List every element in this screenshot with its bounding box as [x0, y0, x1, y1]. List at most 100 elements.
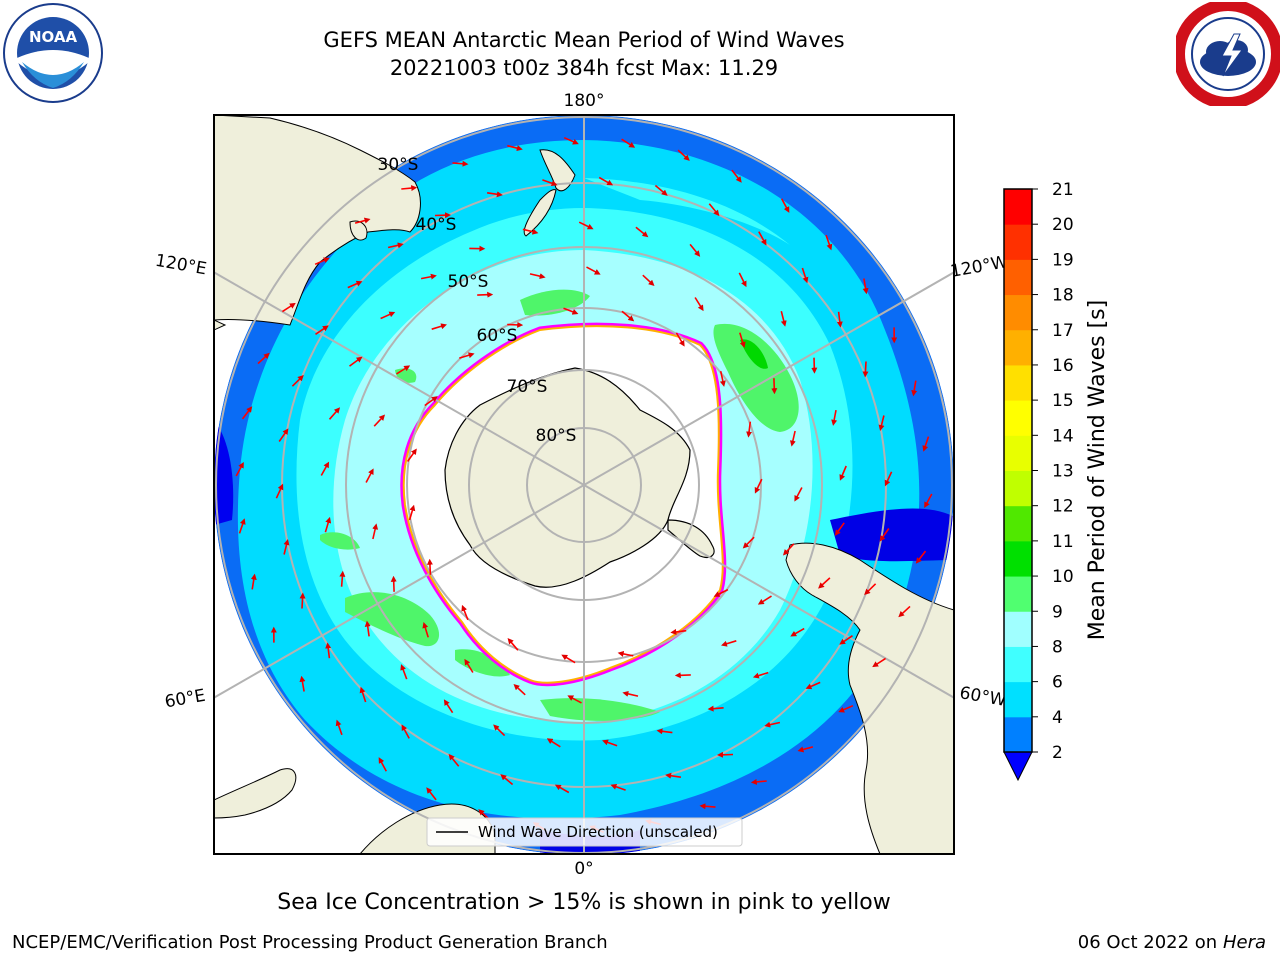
wind-wave-arrow: [642, 274, 655, 287]
wind-wave-arrow: [299, 592, 306, 609]
colorbar-tick-label: 9: [1052, 602, 1063, 622]
wind-wave-arrow: [364, 620, 371, 637]
wind-wave-arrow: [513, 683, 526, 696]
wind-wave-arrow: [315, 325, 329, 335]
wind-wave-arrow: [349, 356, 363, 367]
colorbar-tick-label: 8: [1052, 637, 1063, 657]
wind-wave-arrow: [689, 243, 701, 257]
wind-wave-arrow: [339, 570, 346, 587]
colorbar-swatch: [1004, 224, 1032, 260]
lat-label-40s: 40°S: [416, 215, 457, 235]
colorbar-tick-label: 19: [1052, 250, 1074, 270]
wind-wave-arrow: [922, 436, 930, 452]
date-value: 06 Oct 2022 on: [1077, 932, 1218, 953]
wind-wave-arrow: [738, 272, 747, 288]
wind-wave-arrow: [542, 179, 558, 187]
colorbar-tick-label: 4: [1052, 708, 1063, 728]
wind-wave-arrow: [546, 738, 561, 748]
wind-wave-arrow: [911, 380, 918, 397]
wind-wave-arrow: [507, 321, 524, 328]
colorbar-swatch: [1004, 576, 1032, 612]
wind-wave-arrow: [654, 184, 668, 196]
wind-wave-arrow: [420, 273, 437, 280]
wind-wave-arrow: [507, 638, 519, 651]
wind-wave-arrow: [448, 753, 460, 767]
wind-wave-arrow: [283, 538, 290, 555]
wind-wave-arrow: [347, 280, 363, 289]
colorbar-tick-label: 20: [1052, 215, 1074, 235]
wind-wave-arrow: [719, 371, 726, 387]
colorbar-swatch: [1004, 681, 1032, 718]
wind-wave-arrow: [561, 654, 576, 664]
wind-wave-arrow: [529, 273, 546, 280]
wind-wave-arrow: [764, 721, 781, 728]
wind-wave-arrow: [431, 323, 447, 330]
wind-wave-arrow: [354, 217, 371, 224]
colorbar-tick-label: 12: [1052, 497, 1074, 517]
wind-wave-arrow: [677, 149, 690, 161]
wind-wave-arrow: [742, 536, 755, 549]
colorbar-swatch: [1004, 294, 1032, 331]
colorbar-tick-label: 10: [1052, 567, 1074, 587]
colorbar-tick-label: 6: [1052, 673, 1063, 693]
wind-wave-arrow: [864, 583, 877, 595]
wind-wave-arrow: [836, 311, 843, 328]
wind-wave-arrow: [299, 675, 306, 692]
new-zealand-north-landmass: [539, 149, 576, 192]
wind-wave-arrow: [324, 516, 332, 533]
colorbar-tick-label: 14: [1052, 426, 1074, 446]
wind-wave-arrow: [872, 657, 887, 668]
wind-wave-arrow: [396, 365, 411, 375]
colorbar-tick-label: 11: [1052, 532, 1074, 552]
wind-wave-arrow: [291, 375, 304, 387]
noaa-logo: NOAA: [3, 3, 103, 103]
wind-wave-arrow: [452, 160, 469, 167]
chart-subtitle: 20221003 t00z 384h fcst Max: 11.29: [389, 56, 779, 80]
wind-wave-arrow: [621, 310, 635, 322]
date-text: 06 Oct 2022 on Hera: [1078, 931, 1266, 955]
wind-wave-arrow: [500, 774, 514, 786]
wind-wave-arrow: [915, 550, 927, 564]
wind-wave-arrow: [610, 783, 626, 791]
lon-label-60e: 60°E: [163, 686, 207, 713]
wind-wave-arrow: [424, 396, 438, 407]
wind-wave-arrow: [235, 461, 244, 477]
wind-wave-arrow: [567, 695, 582, 704]
wind-wave-arrow: [794, 487, 803, 502]
wind-wave-arrow: [464, 658, 474, 673]
wind-wave-arrow: [278, 428, 289, 442]
wind-wave-arrow: [818, 577, 831, 589]
colorbar-swatch: [1004, 435, 1032, 471]
star-icon: ★: [1200, 91, 1208, 101]
wind-wave-arrow: [373, 414, 386, 427]
wind-wave-arrow: [622, 690, 639, 697]
wind-wave-arrow: [554, 784, 570, 794]
colorbar-tick-label: 2: [1052, 743, 1063, 763]
wind-wave-arrow: [862, 361, 869, 378]
colorbar-swatch: [1004, 716, 1032, 753]
map-plot-area: 30°S 40°S 50°S 60°S 70°S 80°S Wind Wave …: [214, 115, 954, 854]
chart-title: GEFS MEAN Antarctic Mean Period of Wind …: [323, 28, 845, 52]
wind-wave-arrow: [801, 267, 809, 284]
wind-wave-arrow: [675, 332, 685, 347]
credit-text: NCEP/EMC/Verification Post Processing Pr…: [12, 932, 608, 953]
wind-wave-arrow: [731, 169, 742, 183]
wind-wave-arrow: [390, 575, 397, 592]
wind-wave-arrow: [750, 778, 767, 785]
wind-wave-arrow: [335, 719, 343, 736]
wind-wave-arrow: [422, 622, 429, 638]
wind-wave-arrow: [408, 504, 416, 521]
colorbar-swatch: [1004, 470, 1032, 507]
colorbar-extend-triangle: [1003, 751, 1033, 782]
new-zealand-south-landmass: [523, 189, 557, 237]
wind-wave-arrow: [387, 242, 404, 249]
wind-wave-arrow: [739, 332, 746, 348]
lat-label-50s: 50°S: [448, 272, 489, 292]
colorbar-swatch: [1004, 329, 1032, 366]
wind-wave-arrow: [443, 699, 454, 714]
wind-wave-arrow: [275, 483, 284, 499]
wind-wave-arrow: [757, 595, 772, 605]
wind-wave-arrow: [325, 642, 332, 659]
colorbar-tick-label: 15: [1052, 391, 1074, 411]
